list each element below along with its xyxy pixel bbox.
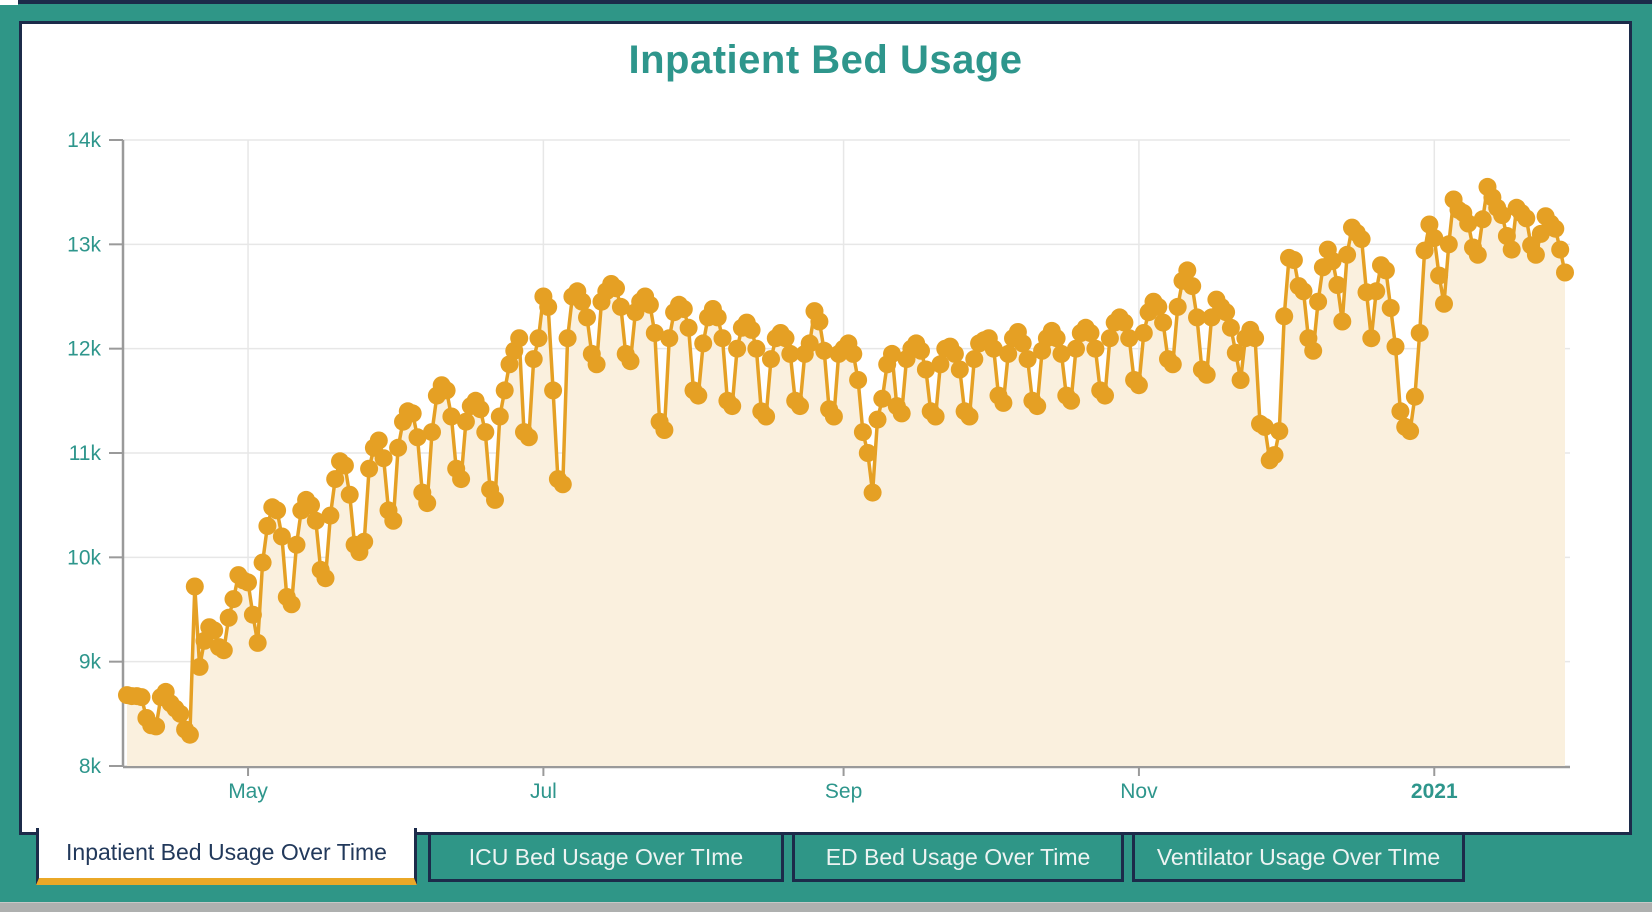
tab-icu-bed-usage[interactable]: ICU Bed Usage Over TIme: [428, 832, 784, 882]
tab-ed-bed-usage-label: ED Bed Usage Over Time: [825, 844, 1091, 870]
tab-inpatient-bed-usage[interactable]: Inpatient Bed Usage Over Time: [36, 828, 417, 885]
tab-ventilator-usage-label: Ventilator Usage Over TIme: [1156, 844, 1441, 870]
tab-inpatient-bed-usage-label: Inpatient Bed Usage Over Time: [66, 839, 387, 865]
top-left-sliver: [0, 0, 18, 5]
chart-card: Inpatient Bed Usage: [19, 21, 1632, 835]
tab-ventilator-usage[interactable]: Ventilator Usage Over TIme: [1132, 832, 1465, 882]
chart-title: Inpatient Bed Usage: [628, 38, 1023, 82]
top-border-line: [18, 0, 1652, 4]
tab-ed-bed-usage[interactable]: ED Bed Usage Over Time: [792, 832, 1124, 882]
tab-icu-bed-usage-label: ICU Bed Usage Over TIme: [468, 844, 744, 870]
window-bottom-strip: [0, 902, 1652, 912]
